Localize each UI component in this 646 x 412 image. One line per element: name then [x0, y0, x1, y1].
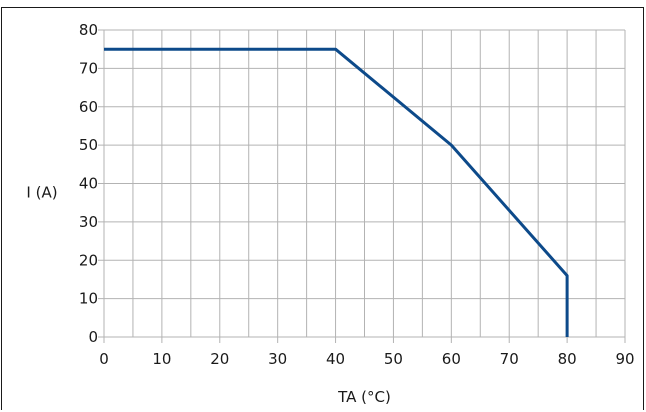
x-tick-label: 20 — [210, 350, 229, 368]
series-layer — [104, 47, 569, 337]
y-tick-label: 40 — [79, 175, 98, 193]
y-tick-label: 20 — [79, 251, 98, 269]
y-tick-label: 0 — [88, 328, 98, 346]
y-tick-label: 30 — [79, 213, 98, 231]
x-tick-label: 90 — [615, 350, 634, 368]
x-tick-label: 70 — [500, 350, 519, 368]
y-tick-label: 50 — [79, 136, 98, 154]
y-tick-label: 60 — [79, 98, 98, 116]
x-tick-label: 50 — [384, 350, 403, 368]
y-axis-title: I (A) — [26, 184, 57, 202]
axes — [98, 29, 626, 343]
y-tick-label: 80 — [79, 21, 98, 39]
x-tick-label: 10 — [152, 350, 171, 368]
grid — [103, 29, 626, 338]
y-tick-label: 10 — [79, 290, 98, 308]
x-tick-label: 80 — [558, 350, 577, 368]
x-tick-label: 60 — [442, 350, 461, 368]
series-line-0 — [104, 47, 569, 337]
x-tick-label: 30 — [268, 350, 287, 368]
chart-frame — [1, 7, 644, 410]
x-tick-label: 0 — [99, 350, 109, 368]
tick-labels: 0 10 20 30 40 50 60 70 80 90 0 10 20 30 40 50 60 70 80 — [79, 21, 635, 368]
x-axis-title: TA (°C) — [337, 388, 391, 406]
y-tick-label: 70 — [79, 59, 98, 77]
x-tick-label: 40 — [326, 350, 345, 368]
